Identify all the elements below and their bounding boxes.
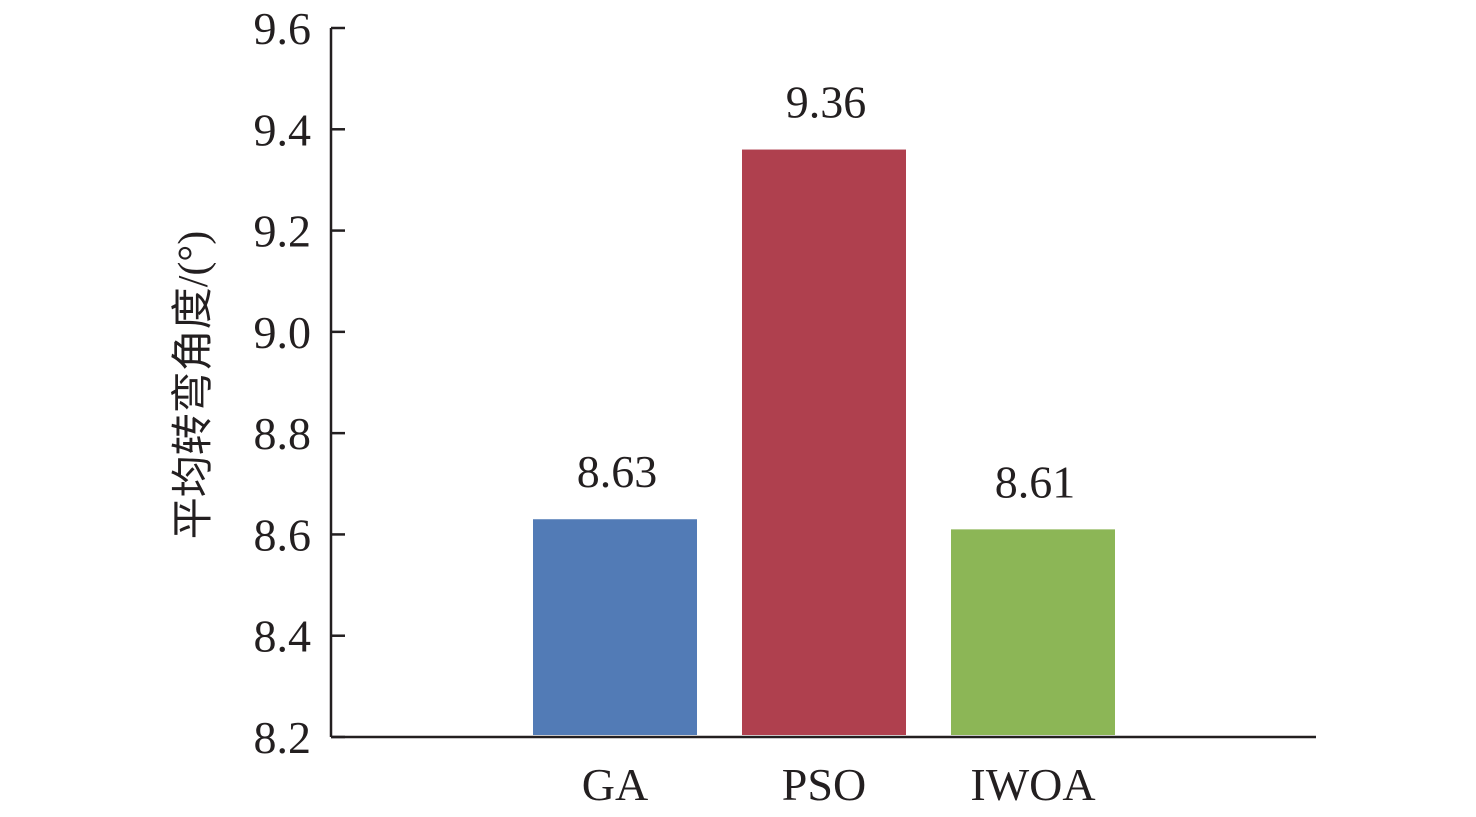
y-tick-label: 8.8 bbox=[254, 408, 312, 459]
y-tick-label: 8.2 bbox=[254, 712, 312, 763]
x-category-label-ga: GA bbox=[582, 759, 648, 810]
y-axis-tick-labels: 8.2 8.4 8.6 8.8 9.0 9.2 9.4 9.6 bbox=[254, 3, 312, 763]
data-label-ga: 8.63 bbox=[577, 446, 658, 497]
bar-iwoa bbox=[951, 529, 1115, 735]
y-tick-label: 8.6 bbox=[254, 509, 312, 560]
y-axis-ticks bbox=[331, 26, 345, 739]
y-axis-title: 平均转弯角度/(°) bbox=[170, 231, 217, 539]
bar-pso bbox=[742, 149, 906, 736]
data-label-pso: 9.36 bbox=[786, 77, 867, 128]
y-tick-label: 9.4 bbox=[254, 104, 312, 155]
x-axis-category-labels: GA PSO IWOA bbox=[582, 759, 1096, 810]
y-tick-label: 8.4 bbox=[254, 611, 312, 662]
axes bbox=[329, 28, 1316, 739]
data-labels: 8.63 9.36 8.61 bbox=[577, 77, 1076, 508]
bars bbox=[533, 149, 1115, 736]
y-tick-label: 9.6 bbox=[254, 3, 312, 54]
x-category-label-iwoa: IWOA bbox=[970, 759, 1095, 810]
x-category-label-pso: PSO bbox=[782, 759, 866, 810]
data-label-iwoa: 8.61 bbox=[995, 456, 1076, 507]
y-tick-label: 9.0 bbox=[254, 307, 312, 358]
bar-ga bbox=[533, 519, 697, 735]
y-tick-label: 9.2 bbox=[254, 206, 312, 257]
